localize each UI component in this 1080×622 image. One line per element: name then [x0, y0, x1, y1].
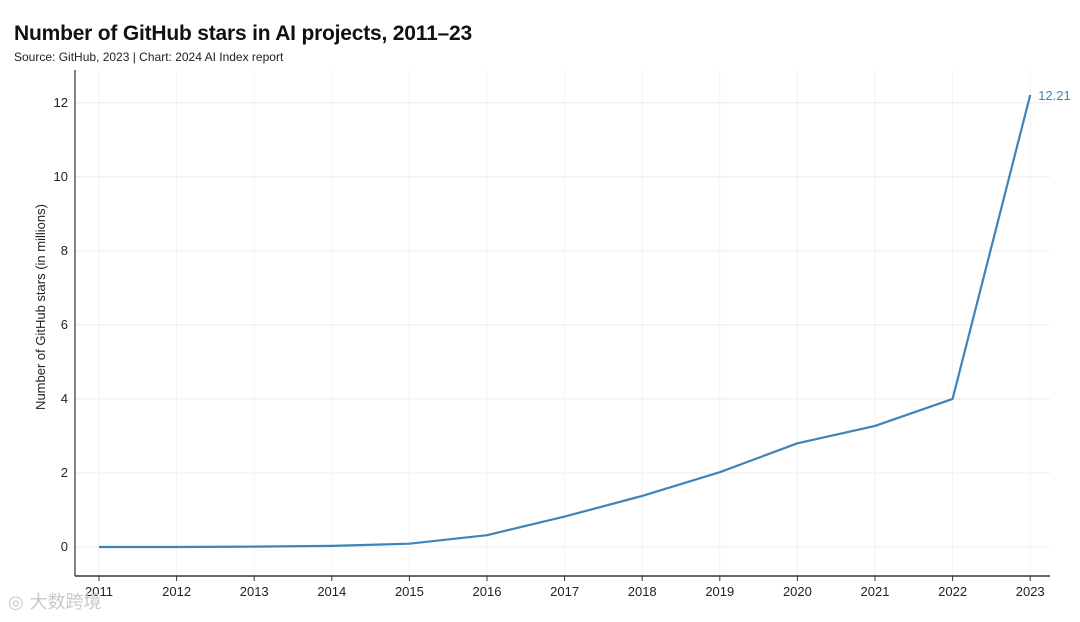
- x-tick-label: 2017: [550, 584, 579, 599]
- y-tick-label: 8: [61, 243, 68, 258]
- x-tick-label: 2018: [628, 584, 657, 599]
- y-tick-label: 2: [61, 465, 68, 480]
- y-axis-label: Number of GitHub stars (in millions): [33, 204, 48, 410]
- x-tick-label: 2023: [1016, 584, 1045, 599]
- chart-title: Number of GitHub stars in AI projects, 2…: [14, 22, 472, 45]
- series-layer: 12.21: [98, 88, 1071, 549]
- y-tick-label: 0: [61, 539, 68, 554]
- x-tick-labels: 2011 2012 2013 2014 2015 2016 2017 2018 2019 2020…: [85, 584, 1045, 599]
- end-value-label: 12.21: [1038, 88, 1071, 103]
- grid-lines: [75, 70, 1050, 576]
- x-tick-label: 2021: [861, 584, 890, 599]
- x-tick-label: 2011: [85, 584, 113, 599]
- axes: [74, 70, 1050, 581]
- y-tick-label: 6: [61, 317, 68, 332]
- x-tick-label: 2022: [938, 584, 967, 599]
- watermark-icon: ◎: [8, 592, 24, 613]
- x-tick-label: 2016: [473, 584, 502, 599]
- y-tick-label: 10: [54, 169, 68, 184]
- chart-subtitle: Source: GitHub, 2023 | Chart: 2024 AI In…: [14, 50, 284, 64]
- x-tick-label: 2020: [783, 584, 812, 599]
- x-tick-label: 2013: [240, 584, 269, 599]
- y-tick-labels: 0 2 4 6 8 10 12: [54, 95, 68, 554]
- y-tick-label: 12: [54, 95, 68, 110]
- watermark-text: 大数跨境: [29, 592, 102, 613]
- x-tick-label: 2012: [162, 584, 191, 599]
- watermark-logo: ◎ 大数跨境: [8, 588, 101, 614]
- y-tick-label: 4: [61, 391, 68, 406]
- x-tick-label: 2019: [705, 584, 734, 599]
- x-tick-label: 2014: [317, 584, 346, 599]
- x-tick-label: 2015: [395, 584, 424, 599]
